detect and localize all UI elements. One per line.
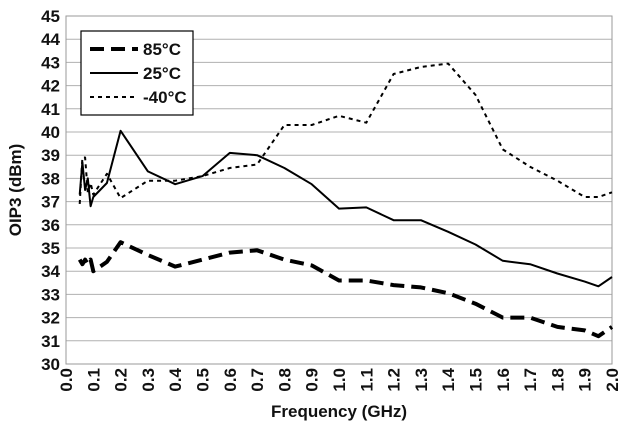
x-tick-label: 1.4 bbox=[439, 367, 458, 391]
y-tick-label: 37 bbox=[41, 193, 60, 212]
x-tick-label: 0.6 bbox=[221, 368, 240, 392]
x-tick-label: 0.8 bbox=[275, 368, 294, 392]
x-tick-label: 1.3 bbox=[412, 368, 431, 392]
y-tick-label: 34 bbox=[41, 262, 60, 281]
legend-label-minus40c: -40°C bbox=[143, 88, 187, 107]
y-tick-label: 39 bbox=[41, 146, 60, 165]
y-tick-labels: 30 31 32 33 34 35 36 37 38 39 40 41 42 43 44 45 bbox=[41, 7, 60, 374]
x-tick-label: 0.5 bbox=[194, 368, 213, 392]
x-tick-label: 0.2 bbox=[112, 368, 131, 392]
series-line-1 bbox=[78, 129, 613, 288]
y-tick-label: 35 bbox=[41, 239, 60, 258]
x-tick-label: 0.7 bbox=[248, 368, 267, 392]
x-tick-label: 1.0 bbox=[330, 368, 349, 392]
x-tick-label: 1.6 bbox=[494, 368, 513, 392]
y-tick-label: 36 bbox=[41, 216, 60, 235]
x-tick-label: 1.1 bbox=[357, 368, 376, 392]
x-tick-label: 1.2 bbox=[385, 368, 404, 392]
y-tick-label: 38 bbox=[41, 169, 60, 188]
y-tick-label: 42 bbox=[41, 77, 60, 96]
x-tick-label: 1.8 bbox=[548, 368, 567, 392]
x-tick-label: 1.5 bbox=[467, 368, 486, 392]
x-tick-label: 0.4 bbox=[166, 367, 185, 391]
y-tick-label: 33 bbox=[41, 285, 60, 304]
x-tick-label: 0.1 bbox=[84, 368, 103, 392]
series-line-0 bbox=[77, 240, 614, 339]
series-lines bbox=[77, 62, 614, 339]
y-tick-label: 32 bbox=[41, 309, 60, 328]
plot-area-frame bbox=[65, 15, 613, 365]
y-tick-label: 43 bbox=[41, 53, 60, 72]
x-tick-label: 0.9 bbox=[303, 368, 322, 392]
x-tick-label: 1.7 bbox=[521, 368, 540, 392]
y-tick-label: 40 bbox=[41, 123, 60, 142]
y-axis-title: OIP3 (dBm) bbox=[6, 144, 25, 237]
x-tick-labels: 0.0 0.1 0.2 0.3 0.4 0.5 0.6 0.7 0.8 0.9 1.0 1.1 1.2 1… bbox=[57, 367, 620, 391]
y-tick-label: 30 bbox=[41, 355, 60, 374]
x-tick-label: 0.3 bbox=[139, 368, 158, 392]
legend-label-85c: 85°C bbox=[143, 40, 181, 59]
x-axis-title: Frequency (GHz) bbox=[271, 402, 407, 421]
x-tick-label: 2.0 bbox=[603, 368, 620, 392]
legend-label-25c: 25°C bbox=[143, 64, 181, 83]
y-tick-label: 44 bbox=[41, 30, 60, 49]
y-tick-label: 45 bbox=[41, 7, 60, 26]
y-tick-label: 41 bbox=[41, 100, 60, 119]
y-tick-label: 31 bbox=[41, 332, 60, 351]
x-tick-label: 1.9 bbox=[576, 368, 595, 392]
x-tick-label: 0.0 bbox=[57, 368, 76, 392]
legend: 85°C 25°C -40°C bbox=[80, 30, 194, 116]
series-line-2 bbox=[78, 62, 613, 204]
